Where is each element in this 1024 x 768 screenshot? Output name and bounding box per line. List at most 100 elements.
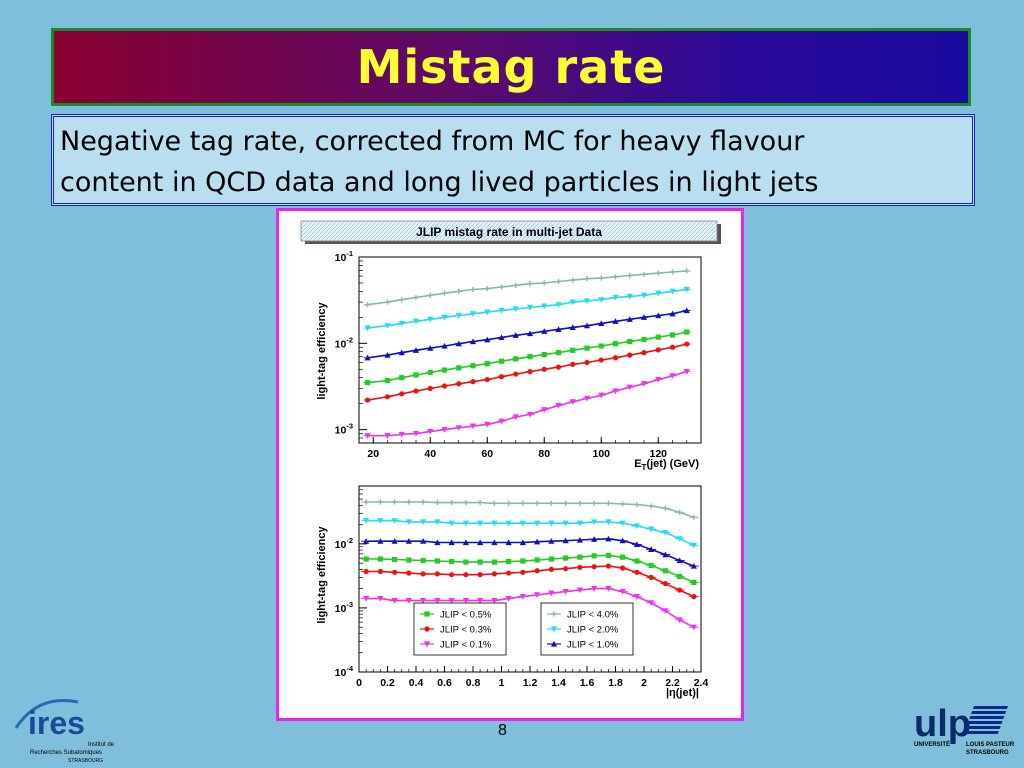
top-point-1-21 <box>669 288 676 295</box>
bottom-point-4-18 <box>620 565 626 571</box>
ulp-logo-sub3: STRASBOURG <box>966 750 1009 756</box>
bottom-point-3-4 <box>420 557 426 564</box>
bottom-point-3-1 <box>377 556 383 562</box>
bottom-point-0-13 <box>548 500 554 506</box>
top-point-1-8 <box>484 309 491 316</box>
bottom-point-1-10 <box>505 520 512 527</box>
bottom-point-0-19 <box>634 502 640 508</box>
ulp-logo-text: ulp <box>914 703 971 745</box>
bottom-point-0-7 <box>463 500 469 506</box>
top-point-1-20 <box>655 290 662 297</box>
bottom-point-2-8 <box>477 539 484 546</box>
bottom-point-5-9 <box>491 598 498 604</box>
bottom-point-0-16 <box>591 500 597 506</box>
bottom-point-2-0 <box>363 538 370 544</box>
top-point-2-21 <box>669 310 676 317</box>
top-ytick-label-1: 10-2 <box>335 335 353 350</box>
bottom-point-2-14 <box>562 537 569 544</box>
top-point-1-6 <box>455 312 462 319</box>
bottom-point-3-21 <box>662 568 668 574</box>
top-point-2-10 <box>512 332 519 338</box>
slide-title: Mistag rate <box>356 40 666 94</box>
legend-marker-right-0 <box>551 611 557 617</box>
top-point-3-12 <box>541 352 547 358</box>
bottom-point-1-19 <box>633 523 640 530</box>
chart-marks: 20 40 60 80 100 120 10-3 10-2 10-1 0 0.2 0.4 0.6 0.8 1… <box>335 249 709 689</box>
bottom-point-2-11 <box>519 539 526 546</box>
bottom-point-4-10 <box>506 570 512 576</box>
top-point-4-2 <box>399 391 405 397</box>
bottom-point-5-1 <box>377 595 384 602</box>
bottom-point-4-8 <box>477 572 483 578</box>
bottom-point-1-13 <box>548 520 555 527</box>
top-point-4-13 <box>555 364 562 370</box>
top-point-5-15 <box>583 395 591 402</box>
bottom-point-3-3 <box>406 557 412 563</box>
bottom-point-2-23 <box>690 562 697 569</box>
bottom-point-5-7 <box>462 598 469 604</box>
top-point-0-3 <box>413 294 419 301</box>
bottom-point-4-12 <box>534 568 540 574</box>
top-point-2-15 <box>583 322 591 329</box>
bottom-point-0-8 <box>477 500 483 506</box>
top-point-0-10 <box>513 282 519 288</box>
bottom-point-0-17 <box>605 500 611 506</box>
bottom-xtick-label-2: 0.4 <box>409 677 424 689</box>
bottom-point-5-20 <box>648 600 655 606</box>
bottom-xtick-label-11: 2.2 <box>665 677 680 689</box>
top-point-3-8 <box>484 361 490 367</box>
top-point-0-0 <box>364 302 371 308</box>
legend-label-right-2: JLIP < 1.0% <box>567 640 619 651</box>
ires-logo-text: ires <box>28 705 85 741</box>
bottom-xtick-label-4: 0.8 <box>466 677 481 689</box>
chart-canvas: JLIP mistag rate in multi-jet Data light… <box>300 220 721 699</box>
top-point-2-6 <box>455 340 462 347</box>
top-point-0-18 <box>627 272 633 279</box>
bottom-point-0-1 <box>377 499 383 505</box>
bottom-xtick-label-6: 1.2 <box>523 677 538 689</box>
bottom-point-1-3 <box>405 519 412 526</box>
bottom-point-5-18 <box>619 588 626 595</box>
top-ytick-label-0: 10-3 <box>335 422 353 437</box>
bottom-point-1-6 <box>448 520 455 527</box>
chart-title: JLIP mistag rate in multi-jet Data <box>416 225 602 239</box>
top-point-3-15 <box>584 345 590 351</box>
bottom-point-0-12 <box>534 500 540 506</box>
top-point-0-7 <box>470 286 476 293</box>
bottom-point-1-9 <box>491 520 498 527</box>
top-point-0-5 <box>441 290 448 296</box>
top-point-0-20 <box>655 270 661 276</box>
bottom-point-2-2 <box>391 538 398 544</box>
bottom-point-2-1 <box>377 538 384 544</box>
top-ytick-label-2: 10-1 <box>335 249 353 264</box>
bottom-point-1-0 <box>363 518 370 524</box>
ulp-logo: ulp UNIVERSITÉ LOUIS PASTEUR STRASBOURG <box>914 703 1015 756</box>
top-point-2-16 <box>598 320 605 327</box>
subtitle-line-2: content in QCD data and long lived parti… <box>60 167 819 198</box>
top-point-0-12 <box>541 280 547 286</box>
bottom-point-2-21 <box>662 551 669 558</box>
top-point-2-4 <box>427 345 434 351</box>
bottom-xlabel: |η(jet)| <box>666 687 699 699</box>
bottom-point-3-13 <box>548 556 554 562</box>
top-point-5-19 <box>640 381 648 387</box>
top-point-0-14 <box>570 277 576 283</box>
bottom-point-5-13 <box>548 590 555 597</box>
bottom-point-2-16 <box>591 536 598 542</box>
top-point-2-14 <box>569 324 576 330</box>
bottom-point-4-1 <box>377 568 383 575</box>
top-point-0-6 <box>456 288 462 294</box>
top-point-3-14 <box>570 347 576 353</box>
top-xlabel: ET(jet) (GeV) <box>634 458 699 472</box>
bottom-point-1-15 <box>576 520 583 527</box>
top-point-5-5 <box>441 427 448 433</box>
bottom-point-0-6 <box>449 500 455 506</box>
bottom-point-2-4 <box>420 538 427 544</box>
top-point-0-15 <box>584 276 590 282</box>
bottom-point-3-15 <box>577 554 583 560</box>
bottom-point-4-3 <box>406 570 412 576</box>
ulp-logo-sub2: LOUIS PASTEUR <box>966 742 1015 748</box>
top-point-2-12 <box>541 328 548 334</box>
bottom-point-4-2 <box>392 569 398 575</box>
bottom-point-4-22 <box>677 587 683 593</box>
